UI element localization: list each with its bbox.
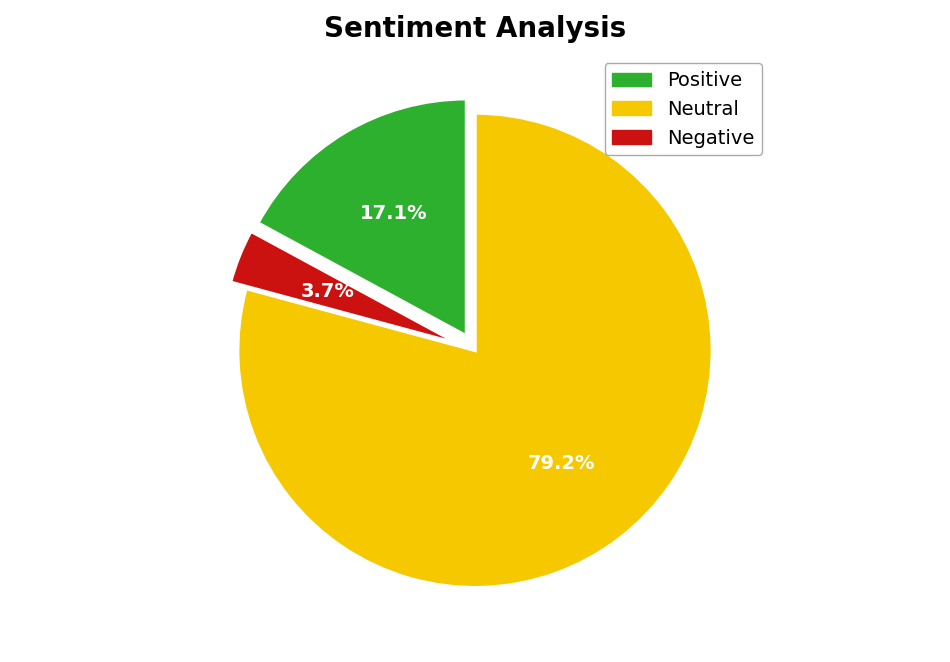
Wedge shape	[238, 113, 712, 588]
Legend: Positive, Neutral, Negative: Positive, Neutral, Negative	[604, 64, 762, 156]
Title: Sentiment Analysis: Sentiment Analysis	[324, 15, 626, 43]
Text: 79.2%: 79.2%	[528, 454, 596, 473]
Text: 17.1%: 17.1%	[360, 204, 428, 223]
Wedge shape	[257, 99, 466, 336]
Text: 3.7%: 3.7%	[300, 282, 354, 301]
Wedge shape	[231, 231, 460, 344]
